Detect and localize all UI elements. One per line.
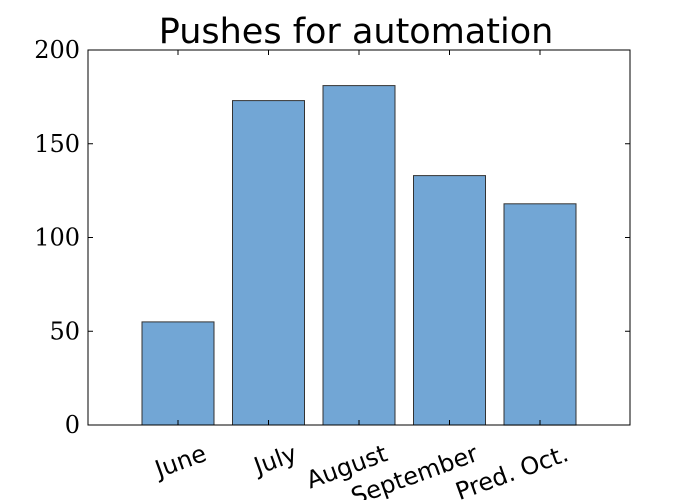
bar-july [232, 100, 305, 426]
x-tick-label: July [249, 439, 301, 481]
bars-group [141, 85, 577, 426]
plot-area-frame [87, 49, 631, 426]
y-tick-label: 50 [49, 317, 80, 345]
bar-pred-oct [503, 203, 577, 426]
y-tick-label: 150 [34, 130, 80, 158]
y-tick-label: 100 [34, 224, 80, 252]
y-tick-label: 0 [65, 411, 80, 439]
bar-september [413, 175, 486, 426]
bar-june [141, 321, 215, 426]
y-tick-label: 200 [34, 36, 80, 64]
chart-title: Pushes for automation [159, 12, 554, 52]
bar-august [322, 85, 396, 426]
x-tick-label: June [149, 439, 210, 484]
